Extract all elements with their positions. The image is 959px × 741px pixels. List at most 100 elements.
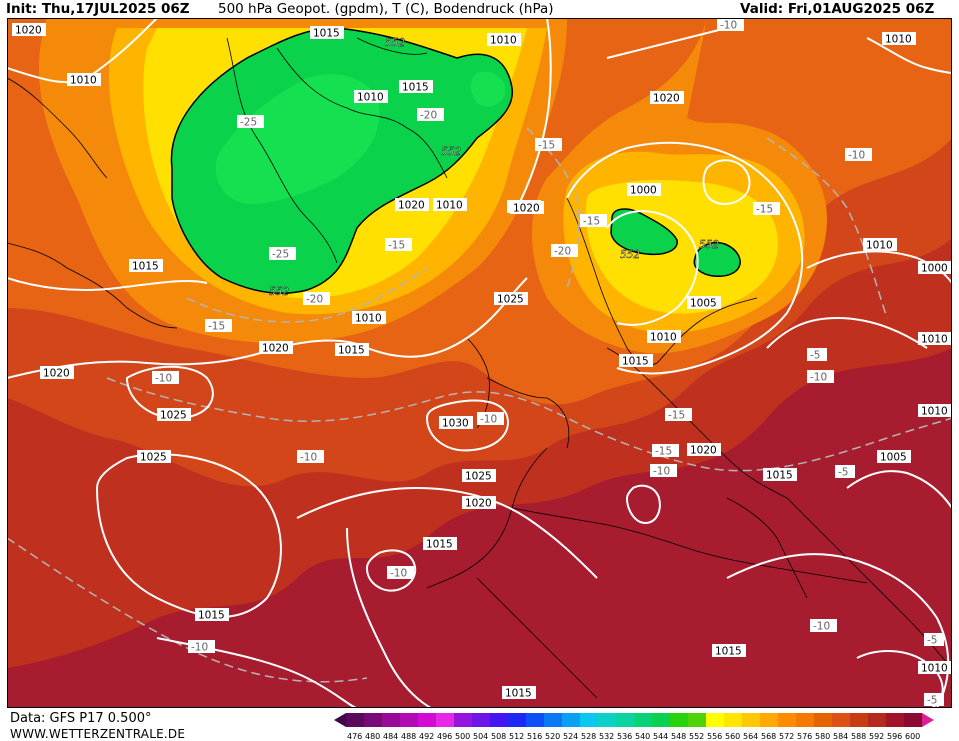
legend-swatch (382, 713, 400, 727)
legend-value: 476 (347, 732, 362, 741)
isotherm-label-box (269, 247, 296, 260)
legend-swatch (706, 713, 724, 727)
isobar-label-box (335, 343, 369, 356)
isobar-label: 1015 (426, 539, 453, 551)
init-time: Init: Thu,17JUL2025 06Z (6, 1, 190, 17)
legend-value: 516 (527, 732, 542, 741)
isotherm-label-box (580, 214, 607, 227)
isobar-label: 1010 (866, 240, 893, 252)
legend-swatch (850, 713, 868, 727)
isobar-label: 1020 (262, 343, 289, 355)
height-label-552: 552 (620, 249, 640, 261)
isotherm-label: -10 (155, 373, 172, 385)
isotherm-label-box (385, 238, 412, 251)
website-credit: WWW.WETTERZENTRALE.DE (10, 727, 186, 741)
isobar-label-box (918, 661, 952, 674)
isobar-label: 1020 (465, 498, 492, 510)
isotherm-label-box (152, 371, 179, 384)
legend-value: 564 (743, 732, 758, 741)
isotherm-label: -15 (208, 321, 225, 333)
legend-value: 496 (437, 732, 452, 741)
legend-swatch (616, 713, 634, 727)
isobar-label: 1010 (490, 35, 517, 47)
isotherm-label-box (237, 115, 264, 128)
legend-value: 492 (419, 732, 434, 741)
isobar-label-box (502, 686, 536, 699)
isobar-label-box (137, 450, 171, 463)
legend-swatch (778, 713, 796, 727)
isobar-label-box (619, 354, 653, 367)
color-legend: 476 480 484 488 492 496 500 504 508 512 516 520 524 5… (334, 713, 934, 741)
legend-swatch (904, 713, 922, 727)
legend-swatch (670, 713, 688, 727)
isobar-label-box (354, 90, 388, 103)
legend-value: 512 (509, 732, 524, 741)
legend-value: 596 (887, 732, 902, 741)
isotherm-label: -5 (810, 350, 820, 362)
isobar-label-box (395, 198, 429, 211)
isotherm-label: -10 (810, 372, 827, 384)
isotherm-label-box (924, 693, 944, 706)
height-label-552: 552 (441, 146, 461, 158)
isobar-label-box (12, 23, 46, 36)
map-footer: Data: GFS P17 0.500° WWW.WETTERZENTRALE.… (0, 708, 959, 741)
map-border (7, 18, 952, 708)
isotherm-label: -15 (388, 240, 405, 252)
legend-value: 480 (365, 732, 380, 741)
isobar-label-box (918, 404, 952, 417)
isotherms (7, 127, 952, 683)
isotherm-label-box (535, 138, 562, 151)
isobar-label-box (763, 468, 797, 481)
legend-value: 540 (635, 732, 650, 741)
green-low-east-1 (610, 208, 678, 256)
legend-swatch (796, 713, 814, 727)
isobar-label: 1010 (650, 332, 677, 344)
legend-arrow-low (334, 713, 346, 727)
isotherm-label-box (810, 619, 837, 632)
isobar-label-box (877, 450, 911, 463)
isobar-label: 1015 (402, 82, 429, 94)
isotherm-label-box (665, 408, 692, 421)
isotherm-label-box (477, 412, 504, 425)
isobar-label-box (352, 311, 386, 324)
isobar-label: 1025 (160, 410, 187, 422)
legend-swatch (580, 713, 598, 727)
isotherm-label-box (753, 202, 780, 215)
legend-value: 488 (401, 732, 416, 741)
isotherm-label: -5 (927, 635, 937, 647)
isotherm-label-box (303, 292, 330, 305)
isobar-label-box (487, 33, 521, 46)
legend-value: 500 (455, 732, 470, 741)
legend-swatch (454, 713, 472, 727)
isobar-label: 1010 (921, 406, 948, 418)
legend-value: 484 (383, 732, 398, 741)
isotherm-label: -10 (300, 452, 317, 464)
isotherm-label: -5 (927, 695, 937, 707)
legend-value: 576 (797, 732, 812, 741)
legend-value: 548 (671, 732, 686, 741)
isotherm-label-box (717, 18, 744, 31)
isobar-label: 1025 (140, 452, 167, 464)
legend-swatch (472, 713, 490, 727)
isobar-label: 1015 (338, 345, 365, 357)
isobar-label-box (157, 408, 191, 421)
legend-value: 520 (545, 732, 560, 741)
isobar-label-box (863, 238, 897, 251)
legend-swatch (526, 713, 544, 727)
isotherm-label-box (807, 370, 834, 383)
isotherm-label-box (188, 640, 215, 653)
legend-swatch (814, 713, 832, 727)
isotherm-label: -25 (272, 249, 289, 261)
isobar-label: 1000 (921, 263, 948, 275)
isotherm-label: -15 (583, 216, 600, 228)
isobar-label-box (712, 644, 746, 657)
coastlines (7, 37, 952, 699)
isotherm-label: -10 (653, 466, 670, 478)
isobar-label-box (647, 330, 681, 343)
isobar-label: 1015 (622, 356, 649, 368)
isobar-label: 1010 (355, 313, 382, 325)
legend-swatch (490, 713, 508, 727)
isobar-label-box (310, 26, 344, 39)
isotherm-labels: -10 -25 -20 -15 -10 -15 -15 -20 -25 -20 -15 -15 -15 -… (152, 18, 944, 707)
isobar-label: 1020 (15, 25, 42, 37)
